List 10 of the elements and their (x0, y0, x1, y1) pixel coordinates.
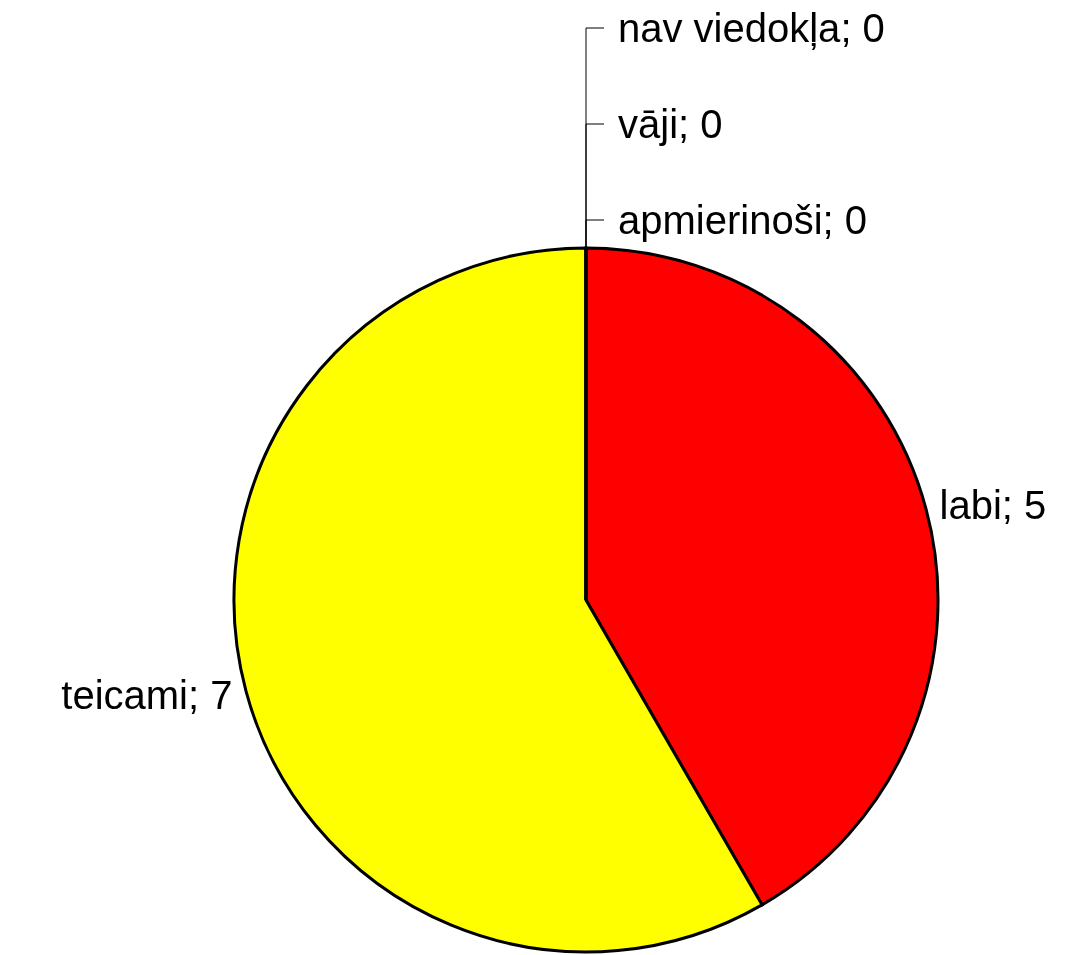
text: ; 0 (678, 102, 723, 146)
text: ; 0 (822, 198, 868, 242)
category-label: vāji (618, 102, 679, 146)
data-label: ; 7 (187, 672, 233, 717)
data-label: ; 5 (1001, 483, 1047, 528)
slice-label: teicami (61, 672, 188, 717)
legend-label: apmierinoši (618, 198, 823, 242)
category-label: nav viedokļa (618, 6, 841, 50)
slice-label: labi (939, 483, 1002, 528)
text: ; 0 (840, 6, 885, 50)
